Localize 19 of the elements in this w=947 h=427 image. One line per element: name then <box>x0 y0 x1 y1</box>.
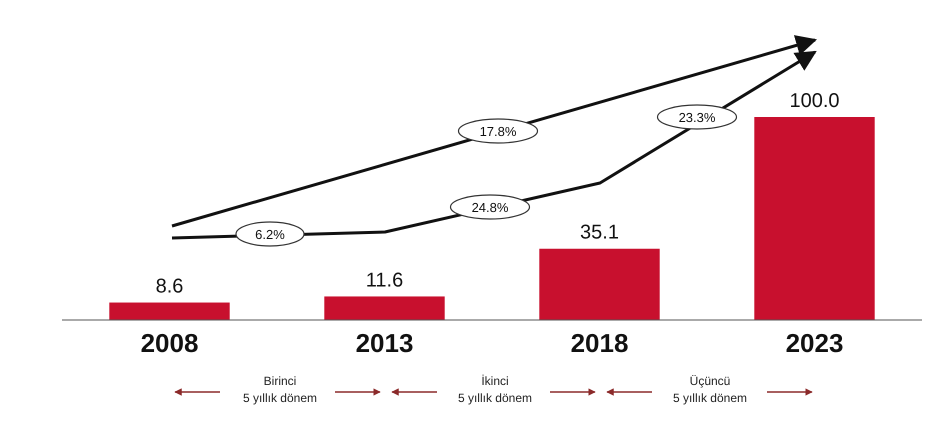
annotation: 6.2% <box>255 227 286 242</box>
x-tick-label: 2013 <box>356 328 414 358</box>
x-tick-label: 2023 <box>786 328 844 358</box>
x-tick-label: 2008 <box>140 328 198 358</box>
bar <box>754 117 875 320</box>
x-tick-label: 2018 <box>570 328 628 358</box>
data-label: 100.0 <box>789 90 840 112</box>
data-label: 35.1 <box>580 222 619 244</box>
data-label: 11.6 <box>366 269 404 292</box>
text: Üçüncü 5 yıllık dönem <box>672 374 748 405</box>
bar <box>324 296 445 320</box>
text: Birinci 5 yıllık dönem <box>242 374 318 405</box>
annotation: 17.8% <box>480 124 517 139</box>
annotation: 24.8% <box>472 200 509 215</box>
text: İkinci 5 yıllık dönem <box>458 374 532 405</box>
data-label: 8.6 <box>156 276 184 298</box>
bar <box>109 302 230 320</box>
bar <box>539 248 660 320</box>
annotation: 23.3% <box>678 110 716 125</box>
